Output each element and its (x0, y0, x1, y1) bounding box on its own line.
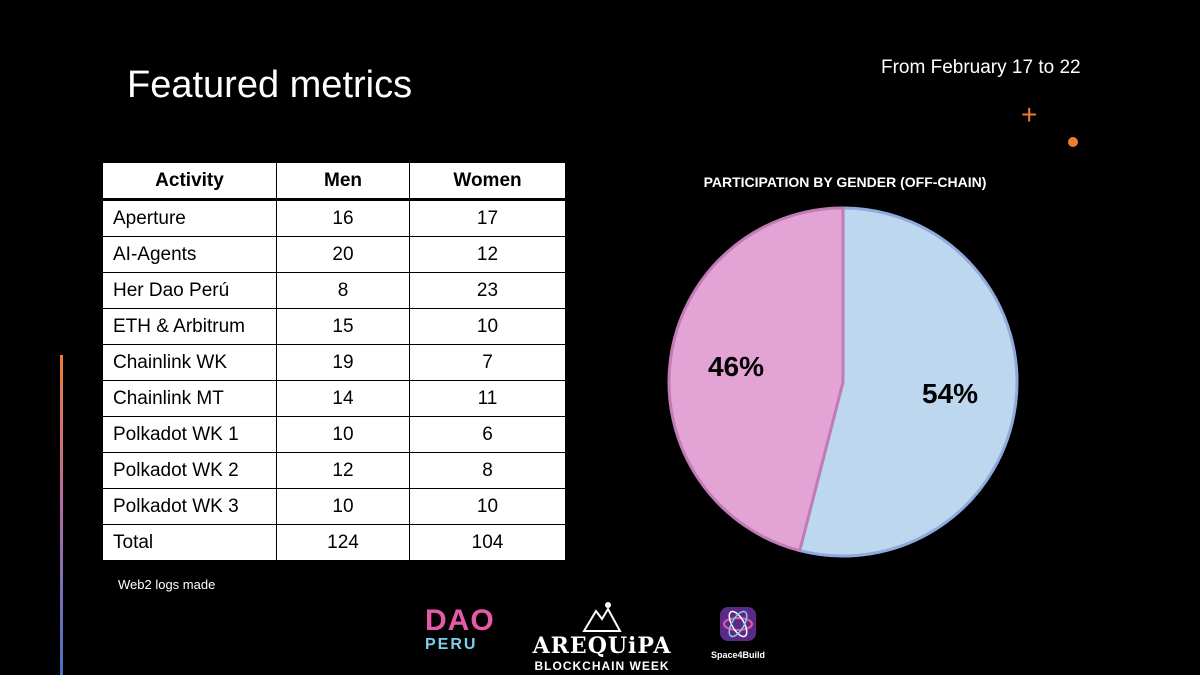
page-title: Featured metrics (127, 64, 413, 106)
table-row: Chainlink WK 19 7 (102, 344, 566, 381)
date-range: From February 17 to 22 (881, 57, 1081, 78)
men-cell: 16 (276, 199, 410, 237)
pie-label-men: 54% (922, 378, 978, 409)
space4build-logo-name: Space4Build (710, 650, 766, 660)
table-row: Polkadot WK 2 12 8 (102, 452, 566, 489)
activity-cell: Polkadot WK 3 (102, 488, 277, 525)
activity-cell: Total (102, 524, 277, 561)
activity-cell: Polkadot WK 2 (102, 452, 277, 489)
activity-cell: ETH & Arbitrum (102, 308, 277, 345)
herdao-logo: DAO PERU (425, 606, 495, 656)
women-cell: 10 (409, 488, 566, 525)
women-cell: 7 (409, 344, 566, 381)
men-cell: 12 (276, 452, 410, 489)
header-women: Women (409, 162, 566, 201)
arequipa-logo-name: AREQUiPA (532, 633, 672, 659)
atom-icon (720, 607, 756, 641)
men-cell: 14 (276, 380, 410, 417)
table-row: Polkadot WK 3 10 10 (102, 488, 566, 525)
dot-decoration-icon (1068, 137, 1078, 147)
plus-decoration-icon: + (1021, 99, 1038, 130)
pie-label-women: 46% (708, 351, 764, 382)
men-cell: 19 (276, 344, 410, 381)
pie-slice-women (667, 206, 845, 553)
table-row: Polkadot WK 1 10 6 (102, 416, 566, 453)
women-cell: 23 (409, 272, 566, 309)
table-row: Chainlink MT 14 11 (102, 380, 566, 417)
men-cell: 124 (276, 524, 410, 561)
women-cell: 8 (409, 452, 566, 489)
footnote: Web2 logs made (118, 577, 216, 592)
space4build-logo: Space4Build (706, 605, 770, 660)
activity-cell: Chainlink MT (102, 380, 277, 417)
mountain-icon (582, 602, 622, 632)
header-men: Men (276, 162, 410, 201)
herdao-logo-text: DAO (425, 604, 495, 637)
table-row: Her Dao Perú 8 23 (102, 272, 566, 309)
women-cell: 11 (409, 380, 566, 417)
men-cell: 20 (276, 236, 410, 273)
header-activity: Activity (102, 162, 277, 201)
herdao-logo-subtext: PERU (425, 636, 478, 653)
table-row: Total 124 104 (102, 524, 566, 561)
table-header-row: Activity Men Women (102, 162, 566, 201)
women-cell: 12 (409, 236, 566, 273)
chart-title: PARTICIPATION BY GENDER (OFF-CHAIN) (703, 174, 987, 190)
women-cell: 104 (409, 524, 566, 561)
table-row: ETH & Arbitrum 15 10 (102, 308, 566, 345)
metrics-table: Activity Men Women Aperture 16 17 AI-Agents… (102, 162, 566, 561)
accent-line (60, 355, 63, 675)
arequipa-logo: AREQUiPA BLOCKCHAIN WEEK (527, 601, 677, 673)
men-cell: 10 (276, 416, 410, 453)
pie-slice-men (797, 206, 1019, 558)
men-cell: 10 (276, 488, 410, 525)
men-cell: 8 (276, 272, 410, 309)
arequipa-logo-sub: BLOCKCHAIN WEEK (534, 659, 670, 673)
activity-cell: Chainlink WK (102, 344, 277, 381)
